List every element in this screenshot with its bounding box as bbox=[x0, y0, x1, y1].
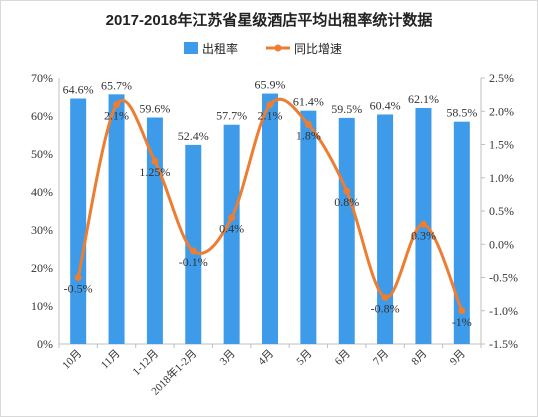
bar bbox=[377, 114, 394, 344]
line-point bbox=[151, 157, 159, 165]
line-point bbox=[113, 101, 121, 109]
line-series bbox=[74, 97, 466, 315]
y-left-tick-label: 40% bbox=[31, 185, 53, 199]
line-data-label: 0.3% bbox=[411, 228, 436, 242]
x-tick-label: 3月 bbox=[218, 348, 238, 368]
bar bbox=[338, 117, 355, 345]
data-labels: 64.6% 65.7% 59.6% 52.4% 57.7% 65.9% 61.4% 59.5%… bbox=[63, 78, 478, 329]
bars bbox=[70, 93, 470, 345]
line-point bbox=[381, 293, 389, 301]
y-left-tick-label: 30% bbox=[31, 223, 53, 237]
line-point bbox=[189, 247, 197, 255]
y-left-tick-label: 70% bbox=[31, 71, 53, 85]
line-data-label: 2.1% bbox=[104, 109, 129, 123]
bar bbox=[262, 93, 278, 344]
x-tick-label: 1-12月 bbox=[131, 348, 162, 379]
line-data-label: 2.1% bbox=[258, 109, 283, 123]
bar bbox=[70, 98, 87, 345]
y-left-tick-label: 50% bbox=[31, 147, 53, 161]
x-tick-label: 6月 bbox=[333, 348, 353, 368]
bar-data-label: 65.7% bbox=[101, 78, 132, 92]
bar bbox=[146, 117, 163, 345]
y-left-tick-label: 60% bbox=[31, 109, 53, 123]
bar-data-label: 52.4% bbox=[178, 129, 209, 143]
bar bbox=[300, 110, 317, 345]
line-point bbox=[74, 274, 82, 281]
bar-data-label: 65.9% bbox=[255, 78, 286, 92]
y-left-tick-label: 20% bbox=[31, 261, 53, 275]
y-right-tick-label: 0.5% bbox=[489, 204, 514, 218]
legend-swatch-marker bbox=[274, 44, 282, 52]
line-data-label: 1.25% bbox=[139, 165, 170, 179]
y-right-tick-label: 2.0% bbox=[489, 104, 514, 118]
line-point bbox=[228, 214, 236, 222]
y-right-tick-label: 1.0% bbox=[489, 171, 514, 185]
line-data-label: 0.4% bbox=[219, 222, 244, 236]
x-tick-label: 8月 bbox=[409, 348, 429, 368]
growth-line bbox=[76, 97, 464, 312]
bar bbox=[453, 121, 470, 344]
line-data-label: -1% bbox=[452, 315, 472, 329]
bar-data-label: 64.6% bbox=[63, 83, 94, 97]
bar-data-label: 59.5% bbox=[331, 102, 362, 116]
x-tick-label: 7月 bbox=[371, 348, 391, 368]
line-point bbox=[343, 187, 351, 195]
line-data-label: 1.8% bbox=[296, 129, 321, 143]
bar-data-label: 60.4% bbox=[370, 98, 401, 112]
y-right-tick-label: 0.0% bbox=[489, 237, 514, 251]
legend: 出租率 同比增速 bbox=[184, 41, 342, 56]
bar-data-label: 59.6% bbox=[139, 102, 170, 116]
x-tick-label: 4月 bbox=[256, 348, 276, 368]
y-left-tick-label: 0% bbox=[37, 337, 53, 351]
bar-data-label: 62.1% bbox=[408, 92, 439, 106]
line-data-label: 0.8% bbox=[334, 195, 359, 209]
x-tick-label: 9月 bbox=[448, 348, 468, 368]
bar-data-label: 61.4% bbox=[293, 95, 324, 109]
y-right-tick-label: -1.0% bbox=[489, 304, 518, 318]
bar bbox=[185, 144, 202, 344]
line-data-label: -0.1% bbox=[179, 255, 208, 269]
x-tick-label: 10月 bbox=[60, 348, 84, 372]
y-right-tick-label: 1.5% bbox=[489, 138, 514, 152]
line-point bbox=[304, 121, 312, 129]
y-right-tick-label: -0.5% bbox=[489, 271, 518, 285]
legend-label-bar: 出租率 bbox=[202, 41, 238, 56]
y-left-tick-label: 10% bbox=[31, 299, 53, 313]
bar bbox=[108, 94, 125, 344]
legend-label-line: 同比增速 bbox=[294, 42, 342, 56]
y-right-tick-label: 2.5% bbox=[489, 71, 514, 85]
line-point bbox=[266, 101, 274, 109]
line-data-label: -0.8% bbox=[371, 301, 400, 315]
bar-data-label: 57.7% bbox=[216, 109, 247, 123]
chart-title: 2017-2018年江苏省星级酒店平均出租率统计数据 bbox=[106, 11, 433, 29]
bar bbox=[223, 124, 240, 345]
x-tick-label: 5月 bbox=[294, 348, 314, 368]
bar-data-label: 58.5% bbox=[446, 106, 477, 120]
y-right-tick-label: -1.5% bbox=[489, 337, 518, 351]
line-point bbox=[419, 220, 427, 228]
legend-swatch-bar bbox=[184, 42, 198, 54]
x-tick-label: 11月 bbox=[99, 348, 123, 372]
line-data-label: -0.5% bbox=[64, 282, 93, 296]
line-point bbox=[458, 307, 466, 315]
